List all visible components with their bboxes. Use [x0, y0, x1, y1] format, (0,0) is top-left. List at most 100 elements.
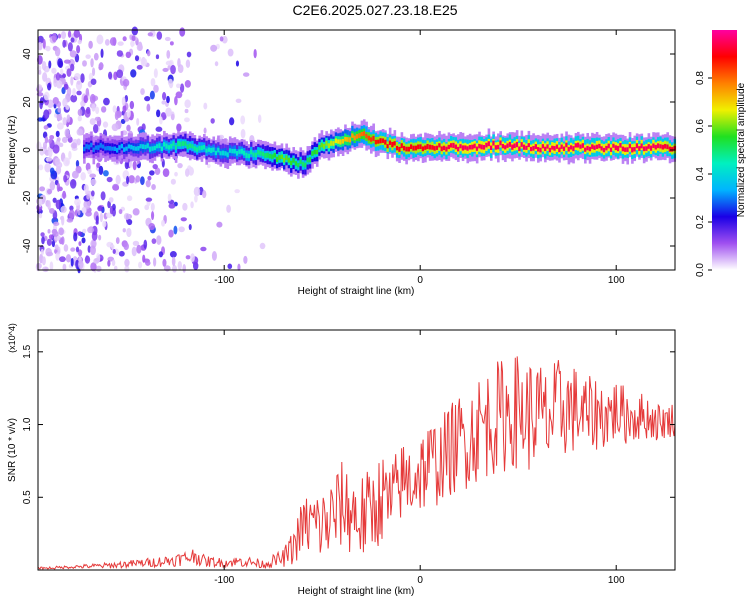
- spectrogram-y-label: Frequency (Hz): [7, 116, 18, 185]
- noise-blob: [73, 29, 81, 38]
- ridge-cell: [379, 138, 383, 144]
- ridge-cell: [83, 146, 86, 152]
- noise-blob: [184, 108, 189, 114]
- noise-blob: [115, 174, 121, 185]
- noise-blob: [58, 227, 64, 236]
- noise-blob: [77, 115, 82, 122]
- noise-blob: [126, 124, 131, 132]
- noise-blob: [49, 181, 56, 191]
- ridge-cell: [445, 146, 448, 152]
- ridge-cell: [106, 145, 110, 151]
- spectrogram-signal-ridge: [83, 119, 677, 179]
- ridge-cell: [581, 143, 585, 148]
- spectrogram-panel: -100 0 100 -40 -20 0 20 40 Height of straight …: [7, 26, 677, 297]
- noise-blob: [91, 67, 96, 76]
- noise-blob: [59, 142, 64, 148]
- ridge-cell: [577, 142, 580, 148]
- noise-blob: [126, 195, 133, 202]
- noise-blob: [102, 220, 107, 228]
- noise-blob: [43, 91, 50, 101]
- ridge-cell: [504, 145, 507, 150]
- ridge-cell: [449, 143, 453, 148]
- noise-blob: [80, 73, 85, 83]
- ridge-cell: [174, 145, 178, 150]
- noise-blob: [193, 186, 201, 197]
- ridge-cell: [207, 147, 211, 152]
- noise-blob: [130, 69, 137, 78]
- ridge-cell: [614, 145, 618, 151]
- ridge-cell: [252, 152, 256, 157]
- ridge-cell: [372, 135, 375, 141]
- noise-blob: [229, 117, 235, 126]
- noise-blob: [102, 170, 109, 177]
- noise-blob: [190, 201, 194, 209]
- noise-blob: [98, 234, 102, 241]
- noise-blob: [62, 190, 67, 199]
- noise-blob: [49, 167, 55, 175]
- noise-blob: [172, 265, 177, 273]
- noise-blob: [41, 256, 46, 266]
- noise-blob: [112, 105, 117, 113]
- noise-blob: [37, 35, 44, 44]
- noise-blob: [51, 240, 56, 248]
- noise-blob: [43, 125, 49, 130]
- ridge-cell: [381, 138, 385, 143]
- ridge-cell: [111, 146, 114, 151]
- noise-blob: [48, 138, 52, 144]
- noise-blob: [89, 118, 96, 126]
- ridge-cell: [344, 136, 347, 142]
- ridge-cell: [116, 147, 119, 153]
- noise-blob: [151, 184, 156, 191]
- spectrogram-x-label: Height of straight line (km): [298, 286, 415, 297]
- noise-blob: [162, 168, 170, 178]
- noise-blob: [257, 114, 262, 124]
- noise-blob: [138, 261, 143, 269]
- noise-blob: [131, 35, 136, 42]
- ridge-cell: [313, 149, 317, 155]
- ridge-cell: [515, 141, 519, 148]
- ridge-cell: [137, 146, 140, 151]
- ridge-cell: [195, 147, 199, 153]
- ridge-cell: [671, 147, 674, 152]
- ridge-cell: [546, 144, 550, 149]
- noise-blob: [155, 126, 163, 132]
- noise-blob: [81, 237, 86, 244]
- ridge-cell: [268, 153, 272, 159]
- noise-blob: [44, 163, 51, 173]
- ridge-cell: [631, 147, 634, 153]
- noise-blob: [108, 71, 113, 80]
- noise-blob: [134, 55, 140, 62]
- ridge-cell: [365, 133, 368, 139]
- noise-blob: [124, 265, 130, 273]
- ridge-cell: [214, 150, 218, 156]
- ridge-cell: [191, 144, 194, 149]
- noise-blob: [52, 230, 59, 237]
- ridge-cell: [278, 155, 281, 161]
- noise-blob: [70, 257, 74, 267]
- ridge-cell: [414, 145, 418, 151]
- noise-blob: [70, 247, 76, 252]
- colorbar-tick-label: 0.8: [695, 71, 706, 85]
- ridge-cell: [619, 143, 622, 148]
- ridge-cell: [123, 147, 126, 152]
- noise-blob: [151, 238, 157, 245]
- noise-blob: [62, 97, 68, 108]
- ridge-cell: [431, 145, 434, 150]
- ridge-cell: [588, 146, 592, 152]
- noise-blob: [150, 78, 156, 87]
- noise-blob: [148, 223, 156, 231]
- ridge-cell: [459, 144, 462, 149]
- noise-blob: [44, 266, 48, 272]
- noise-blob: [176, 83, 181, 89]
- noise-blob: [147, 175, 152, 181]
- noise-blob: [61, 136, 68, 144]
- ridge-cell: [320, 142, 324, 148]
- ridge-cell: [318, 145, 321, 150]
- ridge-cell: [649, 145, 653, 151]
- noise-blob: [88, 40, 93, 49]
- ridge-cell: [633, 147, 637, 152]
- ridge-cell: [410, 144, 413, 150]
- ridge-cell: [203, 144, 206, 150]
- ridge-cell: [94, 145, 98, 150]
- ridge-cell: [301, 161, 305, 167]
